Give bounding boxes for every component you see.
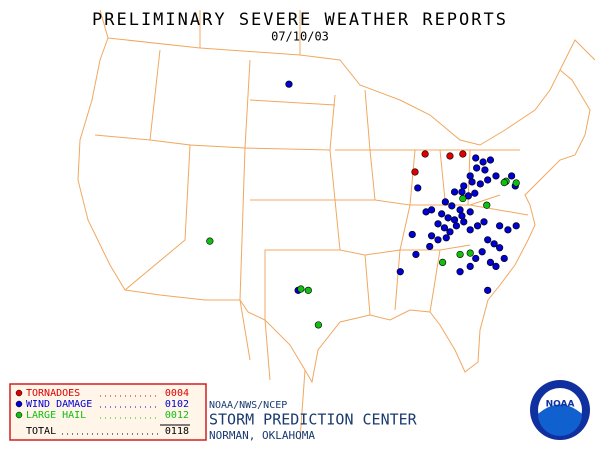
report-dot [496, 244, 504, 252]
report-dot [480, 218, 488, 226]
report-dot [450, 188, 459, 196]
report-dot [500, 179, 508, 187]
legend-count: 0102 [165, 399, 189, 410]
report-dot [492, 172, 500, 180]
report-dot [484, 236, 492, 244]
report-dot [473, 164, 481, 172]
report-dot [486, 156, 495, 164]
report-dot [490, 240, 498, 248]
report-dot [297, 285, 305, 293]
report-dot [472, 254, 480, 263]
report-dot [456, 268, 464, 276]
report-dot [412, 250, 420, 259]
report-dot [446, 228, 454, 236]
report-dot [468, 178, 476, 186]
legend-label: TORNADOES [26, 388, 80, 399]
report-dot [448, 202, 456, 210]
report-dot [496, 222, 504, 230]
logo-text: NOAA [546, 400, 575, 410]
report-dot [504, 226, 512, 234]
report-dot [411, 168, 419, 176]
report-dot [512, 179, 520, 187]
report-dot [459, 150, 467, 158]
report-dot [446, 152, 454, 160]
report-dot [478, 248, 486, 256]
report-dot [426, 242, 434, 251]
report-dot [492, 262, 500, 271]
legend-count: 0012 [165, 410, 189, 421]
total-label: TOTAL [26, 426, 56, 437]
report-dot [206, 237, 214, 245]
report-dot [481, 166, 489, 174]
date: 07/10/03 [271, 30, 329, 44]
report-dot [408, 230, 416, 239]
report-dot [472, 154, 480, 162]
report-dot [460, 218, 468, 226]
report-dot [304, 286, 312, 294]
noaa-logo: NOAA [530, 380, 590, 440]
report-dot [476, 180, 484, 188]
legend-dot [15, 389, 23, 397]
total-count: 0118 [165, 426, 189, 437]
report-dot [458, 188, 466, 196]
report-dot [484, 176, 492, 184]
report-dot [456, 250, 464, 259]
legend-dot [15, 400, 23, 408]
legend-label: WIND DAMAGE [26, 399, 92, 410]
report-dot [314, 321, 323, 329]
legend-count: 0004 [165, 388, 189, 399]
report-dot [452, 222, 461, 230]
report-dot [434, 220, 442, 228]
report-dot [438, 210, 446, 218]
report-dot [444, 214, 452, 222]
report-dot [427, 206, 436, 214]
report-dot [440, 224, 449, 232]
legend-dot [15, 411, 23, 419]
report-dot [508, 172, 516, 180]
report-dot [483, 201, 491, 209]
report-dot [458, 212, 466, 220]
report-dot [396, 268, 404, 276]
agency: NOAA/NWS/NCEP [209, 400, 287, 411]
report-dot [414, 184, 422, 192]
report-dot [434, 236, 442, 244]
report-dot [421, 150, 429, 158]
report-dot [441, 198, 449, 206]
legend-box [9, 383, 207, 441]
report-dot [486, 258, 495, 267]
report-dot [442, 234, 450, 242]
reports [206, 80, 520, 329]
report-dot [450, 216, 459, 224]
report-dot [471, 189, 479, 197]
report-dot [466, 249, 474, 257]
report-dot [427, 232, 436, 240]
report-dot [460, 182, 468, 190]
report-dot [479, 158, 487, 166]
report-dot [466, 208, 474, 216]
report-dot [439, 258, 447, 267]
location: NORMAN, OKLAHOMA [209, 429, 315, 442]
report-dot [456, 206, 464, 214]
center: STORM PREDICTION CENTER [209, 411, 418, 429]
legend: TORNADOES 0004 WIND DAMAGE 0102 LARGE HAIL 00… [15, 388, 190, 437]
report-dot [466, 262, 474, 271]
report-dot [473, 222, 482, 230]
report-dot [466, 226, 474, 234]
us-outline [77, 9, 596, 441]
legend-label: LARGE HAIL [26, 410, 86, 421]
report-dot [466, 172, 474, 180]
logo-wave [538, 404, 582, 436]
report-dot [285, 80, 293, 88]
report-dot [459, 194, 467, 203]
title: PRELIMINARY SEVERE WEATHER REPORTS [92, 10, 508, 30]
report-dot [500, 254, 508, 263]
report-dot [512, 222, 520, 230]
report-dot [484, 286, 492, 294]
